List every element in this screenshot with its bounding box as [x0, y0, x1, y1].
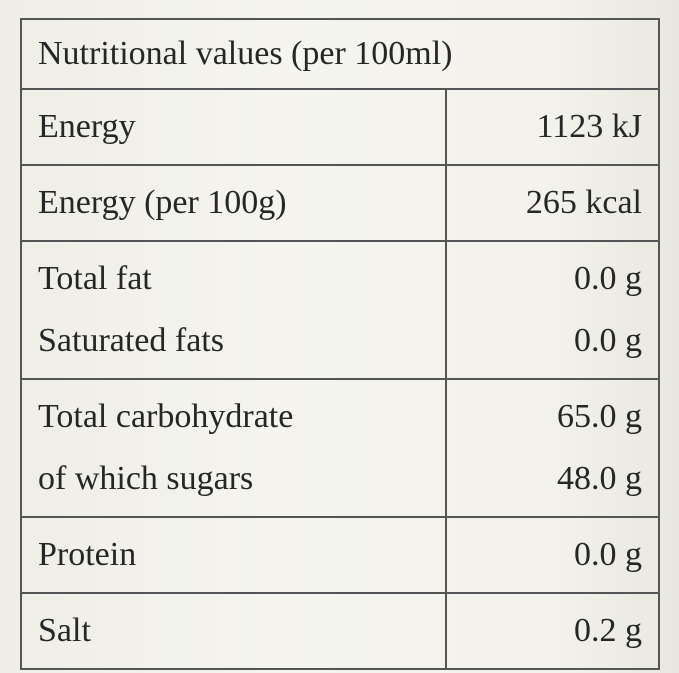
table-row: of which sugars 48.0 g: [22, 448, 658, 510]
row-group: Protein 0.0 g: [22, 518, 658, 594]
nutrient-value: 0.0 g: [574, 536, 642, 573]
nutrient-name: Energy: [38, 108, 136, 145]
table-header: Nutritional values (per 100ml): [22, 20, 658, 90]
nutrient-name: Salt: [38, 612, 91, 649]
nutrient-name: Energy (per 100g): [38, 184, 287, 221]
nutrient-value: 48.0 g: [557, 460, 642, 497]
table-row: Saturated fats 0.0 g: [22, 310, 658, 372]
row-group: Energy 1123 kJ: [22, 90, 658, 166]
row-group: Total fat 0.0 g Saturated fats 0.0 g: [22, 242, 658, 380]
nutrient-name: Total fat: [38, 260, 152, 297]
nutrient-name: of which sugars: [38, 460, 254, 497]
nutrient-value: 65.0 g: [557, 398, 642, 435]
nutrient-value: 0.0 g: [574, 322, 642, 359]
nutrient-value: 0.0 g: [574, 260, 642, 297]
row-group: Energy (per 100g) 265 kcal: [22, 166, 658, 242]
nutrient-value: 1123 kJ: [536, 108, 642, 145]
table-row: Total carbohydrate 65.0 g: [22, 386, 658, 448]
table-row: Total fat 0.0 g: [22, 248, 658, 310]
nutrient-name: Total carbohydrate: [38, 398, 294, 435]
row-group: Total carbohydrate 65.0 g of which sugars 4…: [22, 380, 658, 518]
row-group: Salt 0.2 g: [22, 594, 658, 668]
nutrition-table: Nutritional values (per 100ml) Energy 112…: [20, 18, 660, 670]
nutrient-name: Protein: [38, 536, 137, 573]
table-row: Salt 0.2 g: [22, 600, 658, 662]
nutrient-value: 265 kcal: [525, 184, 642, 221]
table-row: Energy 1123 kJ: [22, 96, 658, 158]
nutrient-value: 0.2 g: [574, 612, 642, 649]
table-row: Protein 0.0 g: [22, 524, 658, 586]
table-row: Energy (per 100g) 265 kcal: [22, 172, 658, 234]
nutrient-name: Saturated fats: [38, 322, 224, 359]
